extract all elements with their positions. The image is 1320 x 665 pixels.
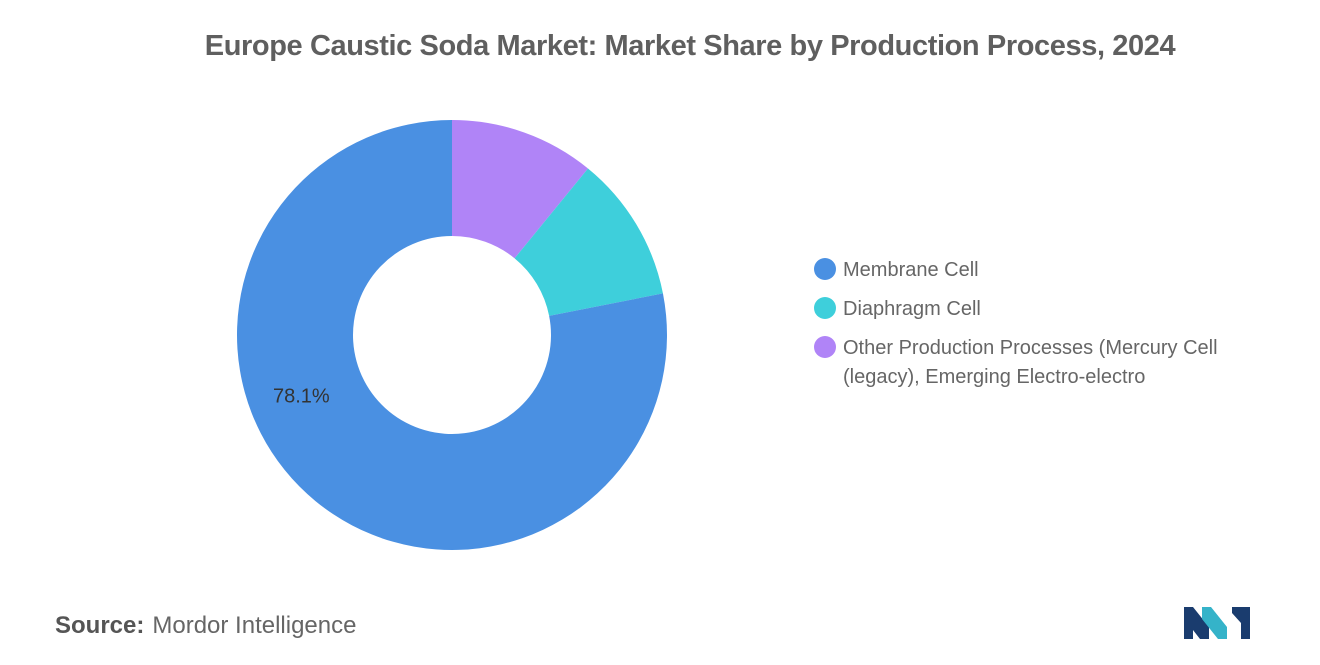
legend-label: Diaphragm Cell <box>843 298 981 320</box>
slice-diaphragm[interactable] <box>514 168 663 316</box>
donut-chart: 78.1% <box>236 120 668 551</box>
source-note: Source: Mordor Intelligence <box>55 612 356 640</box>
slice-membrane[interactable] <box>236 120 668 551</box>
source-value: Mordor Intelligence <box>152 612 357 639</box>
data-label: 78.1% <box>273 386 330 408</box>
legend-item-membrane-cell[interactable]: Membrane Cell <box>814 256 1294 285</box>
mordor-intelligence-logo <box>1184 607 1250 639</box>
legend-swatch <box>814 336 836 358</box>
legend-label: Other Production Processes (Mercury Cell… <box>843 337 1218 388</box>
chart-title: Europe Caustic Soda Market: Market Share… <box>204 30 1176 62</box>
legend-swatch <box>814 258 836 280</box>
legend-label: Membrane Cell <box>843 259 979 281</box>
source-key: Source: <box>55 612 145 639</box>
slice-other[interactable] <box>452 120 589 259</box>
legend-item-diaphragm-cell[interactable]: Diaphragm Cell <box>814 295 1294 324</box>
legend-swatch <box>814 297 836 319</box>
legend-item-other-processes[interactable]: Other Production Processes (Mercury Cell… <box>814 334 1294 392</box>
legend: Membrane Cell Diaphragm Cell Other Produ… <box>814 256 1294 402</box>
